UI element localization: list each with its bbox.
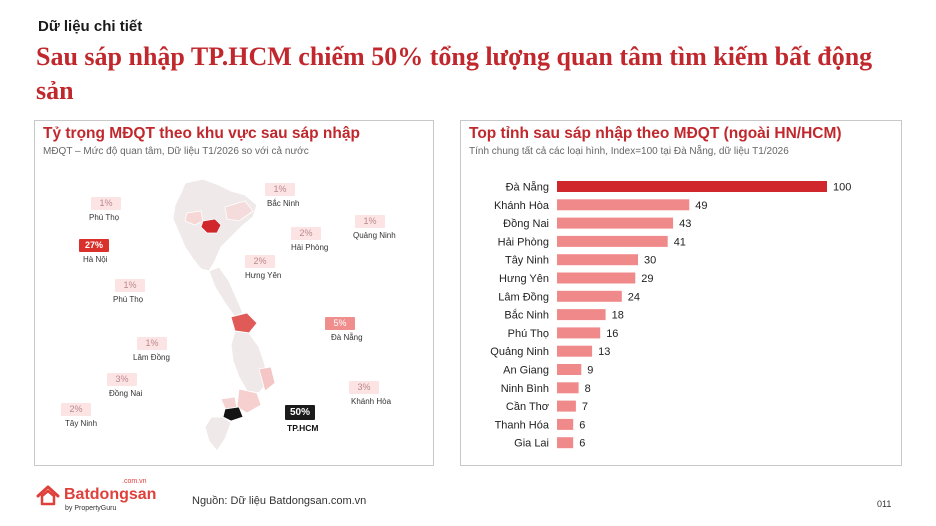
badge-dong-nai: 3% xyxy=(107,373,137,386)
label-hai-phong: Hải Phòng xyxy=(291,243,329,252)
page-headline: Sau sáp nhập TP.HCM chiếm 50% tổng lượng… xyxy=(36,42,873,105)
section-kicker: Dữ liệu chi tiết xyxy=(38,18,143,35)
house-icon xyxy=(36,485,60,506)
value-label: 24 xyxy=(628,291,640,303)
bar xyxy=(557,199,690,211)
value-label: 6 xyxy=(579,438,585,450)
logo-text: Batdongsan xyxy=(64,486,157,503)
chart-panel-title: Top tỉnh sau sáp nhập theo MĐQT (ngoài H… xyxy=(469,125,842,142)
label-tay-ninh: Tây Ninh xyxy=(65,419,98,428)
map-panel-subtitle: MĐQT – Mức độ quan tâm, Dữ liệu T1/2026 … xyxy=(43,146,309,157)
badge-hai-phong: 2% xyxy=(291,227,321,240)
map-region-ha-noi xyxy=(200,218,222,234)
category-label: Thanh Hóa xyxy=(495,419,550,431)
value-label: 30 xyxy=(644,255,656,267)
category-label: An Giang xyxy=(503,365,549,377)
badge-bac-ninh: 1% xyxy=(265,183,295,196)
map-region-da-nang xyxy=(230,312,258,334)
category-label: Cần Thơ xyxy=(506,401,549,413)
bar xyxy=(557,217,674,229)
label-ha-noi: Hà Nội xyxy=(83,255,108,264)
map-region-mekong xyxy=(204,416,232,452)
bar xyxy=(557,254,638,266)
bar xyxy=(557,364,582,375)
label-tp-hcm: TP.HCM xyxy=(287,423,319,433)
label-phu-tho-2: Phú Thọ xyxy=(113,295,144,304)
category-label: Bắc Ninh xyxy=(504,309,549,322)
badge-quang-ninh: 1% xyxy=(355,215,385,228)
map-panel-title: Tỷ trọng MĐQT theo khu vực sau sáp nhập xyxy=(43,125,360,142)
category-label: Quảng Ninh xyxy=(490,346,549,358)
bar xyxy=(557,437,574,449)
badge-da-nang: 5% xyxy=(325,317,355,330)
bar xyxy=(557,418,574,430)
value-label: 41 xyxy=(674,236,686,248)
value-label: 9 xyxy=(587,365,593,377)
value-label: 8 xyxy=(585,383,591,395)
badge-tp-hcm: 50% xyxy=(285,405,315,420)
badge-phu-tho-1: 1% xyxy=(91,197,121,210)
bar xyxy=(557,309,606,321)
map-region-dong-nai xyxy=(236,388,262,414)
bar xyxy=(557,272,636,284)
label-phu-tho-1: Phú Thọ xyxy=(89,213,120,222)
map-panel: Tỷ trọng MĐQT theo khu vực sau sáp nhập … xyxy=(34,120,434,466)
label-da-nang: Đà Nẵng xyxy=(331,333,363,342)
badge-ha-noi: 27% xyxy=(79,239,109,252)
value-label: 49 xyxy=(695,200,707,212)
value-label: 18 xyxy=(612,310,624,322)
value-label: 43 xyxy=(679,218,691,230)
badge-lam-dong: 1% xyxy=(137,337,167,350)
chart-panel-subtitle: Tính chung tất cả các loại hình, Index=1… xyxy=(469,146,789,157)
map-region-quang-ninh xyxy=(224,200,254,222)
badge-khanh-hoa: 3% xyxy=(349,381,379,394)
value-label: 7 xyxy=(582,401,588,413)
category-label: Hải Phòng xyxy=(498,236,549,248)
category-label: Hưng Yên xyxy=(499,273,549,285)
logo-subtext: by PropertyGuru xyxy=(65,505,117,512)
chart-panel: Top tỉnh sau sáp nhập theo MĐQT (ngoài H… xyxy=(460,120,902,466)
category-label: Khánh Hòa xyxy=(494,200,550,212)
bar xyxy=(557,382,579,394)
category-label: Gia Lai xyxy=(514,438,549,450)
category-label: Phú Thọ xyxy=(508,328,549,340)
badge-hung-yen: 2% xyxy=(245,255,275,268)
bar xyxy=(557,181,827,192)
value-label: 13 xyxy=(598,346,610,358)
label-bac-ninh: Bắc Ninh xyxy=(267,199,300,208)
value-label: 6 xyxy=(579,419,585,431)
category-label: Đồng Nai xyxy=(503,218,549,230)
bar xyxy=(557,327,601,339)
value-label: 100 xyxy=(833,182,851,194)
value-label: 29 xyxy=(641,273,653,285)
page-number: 011 xyxy=(877,499,892,509)
label-lam-dong: Lâm Đồng xyxy=(133,353,170,362)
label-hung-yen: Hưng Yên xyxy=(245,271,282,280)
category-label: Lâm Đồng xyxy=(498,291,549,303)
bar-chart: Đà Nẵng 100 Khánh Hòa 49 Đồng Nai 43 Hải Phòng… xyxy=(490,181,851,450)
vietnam-map xyxy=(172,178,276,452)
map-region-khanh-hoa xyxy=(258,366,276,392)
map-region-phu-tho xyxy=(184,210,204,226)
category-label: Đà Nẵng xyxy=(506,181,549,194)
label-dong-nai: Đồng Nai xyxy=(109,389,143,398)
value-label: 16 xyxy=(606,328,618,340)
category-label: Tây Ninh xyxy=(505,255,549,267)
bar xyxy=(557,400,576,412)
logo-tld: .com.vn xyxy=(122,478,147,485)
bar xyxy=(557,290,622,302)
bar xyxy=(557,235,668,247)
category-label: Ninh Bình xyxy=(501,383,549,395)
map-region-north-central xyxy=(208,266,244,318)
badge-phu-tho-2: 1% xyxy=(115,279,145,292)
bar xyxy=(557,345,593,357)
label-quang-ninh: Quảng Ninh xyxy=(353,231,396,240)
map-region-central xyxy=(230,330,268,394)
label-khanh-hoa: Khánh Hòa xyxy=(351,397,392,406)
source-note: Nguồn: Dữ liệu Batdongsan.com.vn xyxy=(192,495,367,507)
map-region-tp-hcm xyxy=(222,406,244,422)
badge-tay-ninh: 2% xyxy=(61,403,91,416)
